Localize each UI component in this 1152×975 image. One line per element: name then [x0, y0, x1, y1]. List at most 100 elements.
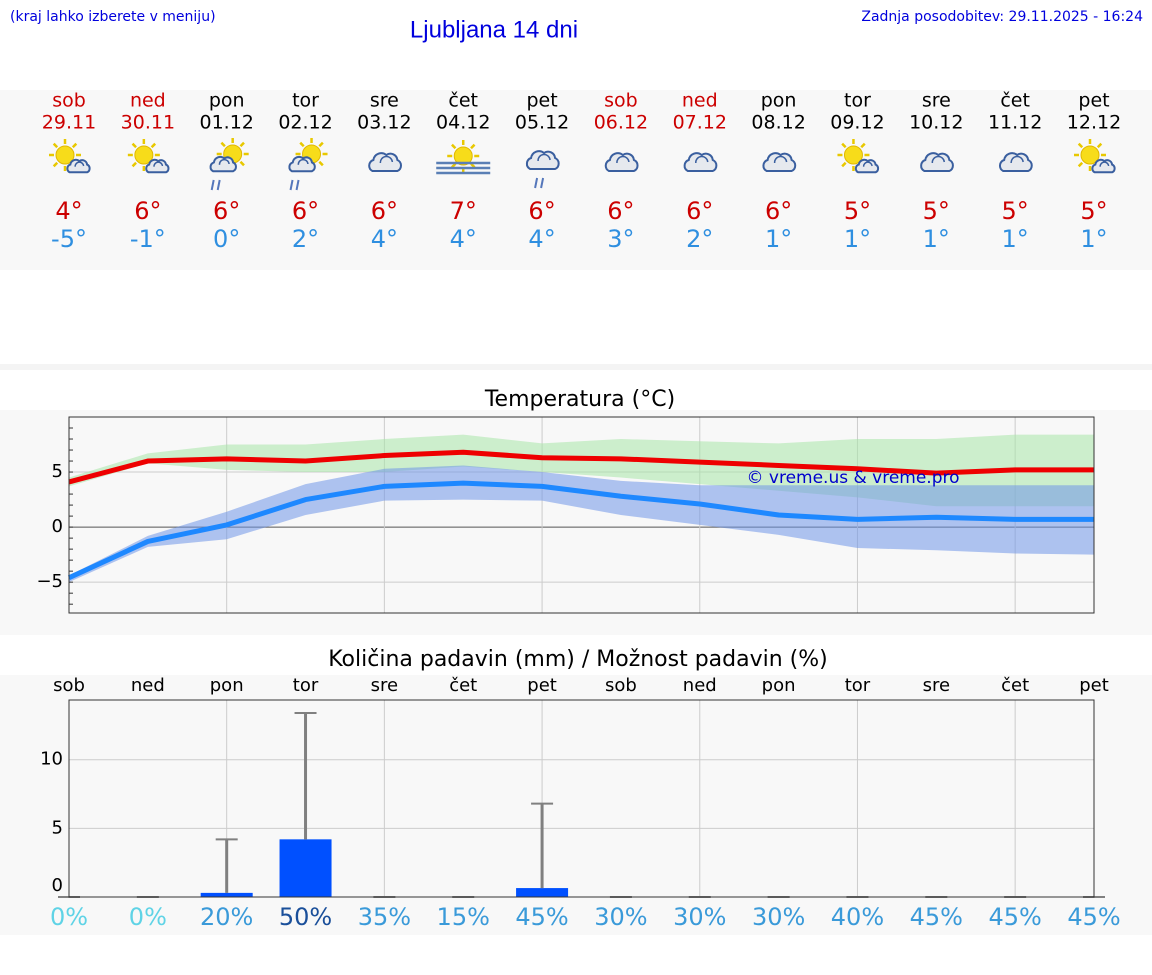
cloud: [145, 158, 170, 174]
min-temp: 2°: [292, 225, 319, 253]
plot-border: [68, 699, 1095, 898]
day-name: sre: [370, 90, 399, 112]
x-tick-label: čet: [1001, 675, 1029, 696]
forecast-band: [0, 90, 1152, 270]
max-temp: 7°: [450, 197, 477, 225]
cloud: [683, 152, 718, 172]
x-tick-label: tor: [293, 675, 319, 696]
min-temp: -1°: [130, 225, 166, 253]
cloud: [854, 158, 880, 174]
x-tick-label: pet: [527, 675, 557, 696]
separator: [0, 364, 1152, 370]
cloud-inner: [218, 158, 230, 165]
x-tick-label: pet: [1079, 675, 1109, 696]
sun-ray: [841, 142, 847, 149]
day-name: sob: [52, 90, 86, 112]
day-date: 01.12: [199, 112, 253, 134]
probability-label: 45%: [988, 903, 1041, 931]
x-tick-label: ned: [131, 675, 165, 696]
sun-ray: [239, 141, 245, 148]
sun-ray: [131, 142, 137, 149]
weather-icon: [49, 139, 91, 174]
max-temp: 6°: [213, 197, 240, 225]
day-date: 09.12: [830, 112, 884, 134]
day-name: pet: [526, 90, 557, 112]
probability-label: 30%: [594, 903, 647, 931]
max-temp: 6°: [292, 197, 319, 225]
sun-ray: [239, 160, 245, 167]
sun: [1080, 145, 1100, 165]
y-tick-label: −5: [36, 571, 63, 592]
cloud: [604, 152, 639, 172]
probability-label: 35%: [358, 903, 411, 931]
cloud: [368, 152, 402, 172]
day-name: tor: [292, 90, 319, 112]
day-name: pon: [209, 90, 245, 112]
x-tick-label: sre: [923, 675, 950, 696]
cloud-inner: [773, 155, 788, 164]
cloud-inner: [74, 161, 85, 167]
sun-ray: [318, 141, 324, 148]
sun-ray: [71, 142, 78, 149]
day-name: sre: [922, 90, 951, 112]
probability-label: 30%: [673, 903, 726, 931]
day-date: 12.12: [1067, 112, 1121, 134]
max-temp: 5°: [1080, 197, 1107, 225]
weather-icon: [999, 152, 1033, 172]
x-tick-label: pon: [210, 675, 244, 696]
cloud: [762, 152, 797, 172]
cloud: [209, 155, 237, 173]
chart-title: Količina padavin (mm) / Možnost padavin …: [328, 647, 828, 672]
cloud-inner: [379, 155, 394, 164]
x-tick-label: sob: [53, 675, 85, 696]
max-temp: 5°: [923, 197, 950, 225]
min-temp: 1°: [1002, 225, 1029, 253]
cloud-inner: [1099, 161, 1110, 167]
day-date: 05.12: [515, 112, 569, 134]
min-temp: 4°: [528, 225, 555, 253]
sun-ray: [841, 161, 847, 168]
cloud-inner: [695, 155, 709, 164]
watermark: © vreme.us & vreme.pro: [746, 468, 959, 488]
weather-icon: [436, 140, 491, 175]
x-tick-label: sre: [371, 675, 398, 696]
day-name: ned: [682, 90, 718, 112]
weather-icon: [762, 152, 797, 172]
day-date: 06.12: [594, 112, 648, 134]
weather-icon: [209, 138, 249, 191]
temp-line: [67, 480, 1094, 581]
sun-ray: [1096, 142, 1103, 149]
sun-ray: [131, 161, 137, 168]
min-temp: 1°: [765, 225, 792, 253]
day-date: 02.12: [278, 112, 332, 134]
x-tick-label: čet: [449, 675, 477, 696]
max-temp: 6°: [686, 197, 713, 225]
sun-ray: [451, 143, 457, 150]
sun-ray: [1077, 161, 1084, 168]
x-tick-label: pon: [762, 675, 796, 696]
max-temp: 5°: [1002, 197, 1029, 225]
min-temp: 1°: [923, 225, 950, 253]
cloud: [920, 152, 954, 172]
probability-label: 50%: [279, 903, 332, 931]
day-name: pet: [1078, 90, 1109, 112]
rain: [540, 177, 545, 189]
rain: [534, 177, 539, 189]
min-temp: 1°: [1080, 225, 1107, 253]
cloud-inner: [616, 155, 630, 164]
y-tick-label: 5: [52, 817, 63, 838]
sun: [453, 146, 473, 166]
max-temp: 6°: [528, 197, 555, 225]
y-tick-label: 0: [52, 516, 63, 537]
weather-icon: [604, 152, 639, 172]
max-temp: 6°: [134, 197, 161, 225]
sun-ray: [1077, 142, 1084, 149]
bar: [279, 839, 332, 897]
cloud: [1091, 158, 1116, 174]
day-name: čet: [448, 90, 478, 112]
sun-ray: [318, 160, 324, 167]
probability-label: 15%: [437, 903, 490, 931]
min-temp: 4°: [450, 225, 477, 253]
sun-ray: [299, 141, 305, 148]
